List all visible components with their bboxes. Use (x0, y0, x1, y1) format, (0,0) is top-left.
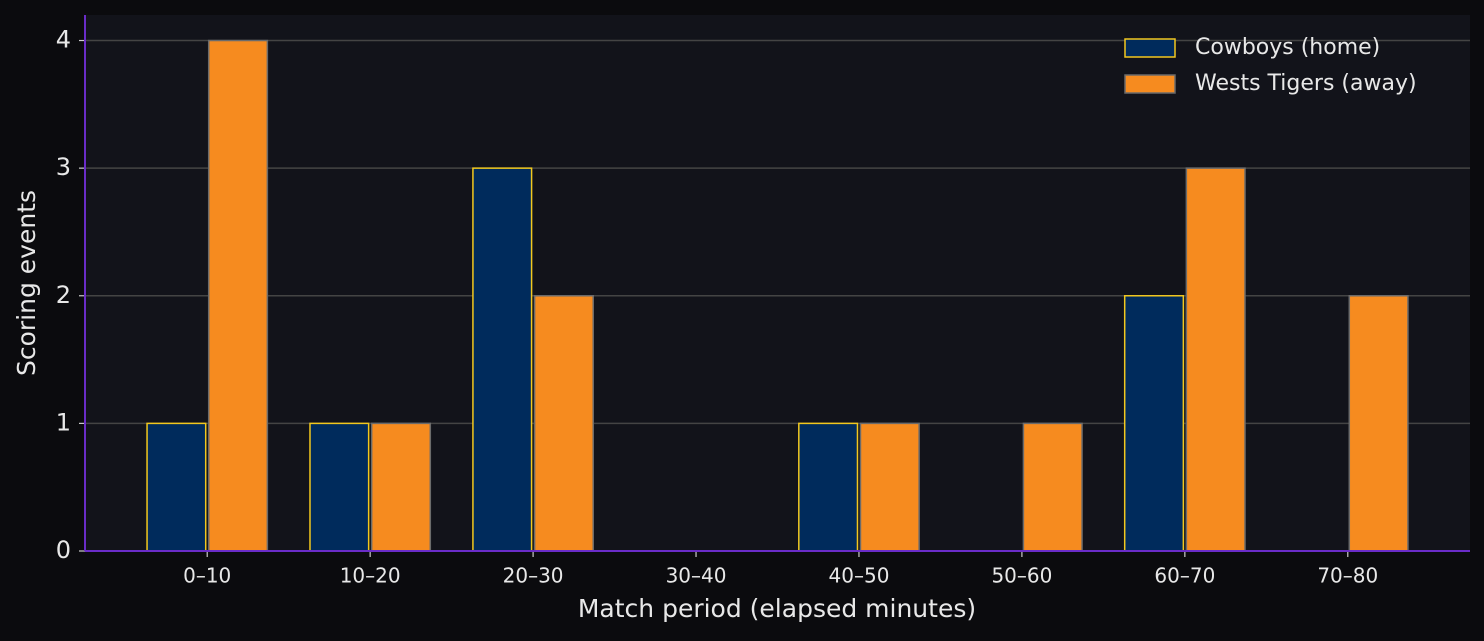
y-axis-label: Scoring events (12, 190, 41, 376)
x-tick-label: 30–40 (666, 564, 727, 588)
bar (859, 422, 920, 552)
bar (533, 295, 594, 552)
bar (798, 422, 859, 552)
y-tick-label: 1 (56, 408, 71, 436)
x-tick-label: 0–10 (183, 564, 231, 588)
legend-label: Cowboys (home) (1195, 35, 1380, 60)
x-axis-label: Match period (elapsed minutes) (578, 594, 976, 623)
bar (207, 39, 269, 552)
y-tick-label: 0 (56, 536, 71, 564)
x-tick-label: 40–50 (829, 564, 890, 588)
bar (1022, 422, 1083, 552)
x-tick-label: 10–20 (340, 564, 401, 588)
bar (146, 422, 207, 552)
bar (1185, 167, 1246, 552)
x-tick-label: 60–70 (1154, 564, 1215, 588)
legend-label: Wests Tigers (away) (1195, 71, 1417, 96)
y-tick-label: 2 (56, 281, 71, 309)
bar (472, 167, 533, 552)
legend-swatch (1124, 38, 1176, 58)
legend-swatch (1124, 74, 1176, 94)
bar (309, 422, 370, 552)
y-tick-label: 4 (56, 26, 71, 54)
bar (1348, 295, 1409, 552)
x-tick-label: 20–30 (503, 564, 564, 588)
bar (1123, 295, 1185, 552)
y-tick-label: 3 (56, 153, 71, 181)
x-tick-label: 50–60 (991, 564, 1052, 588)
x-tick-label: 70–80 (1317, 564, 1378, 588)
bar (370, 422, 432, 552)
